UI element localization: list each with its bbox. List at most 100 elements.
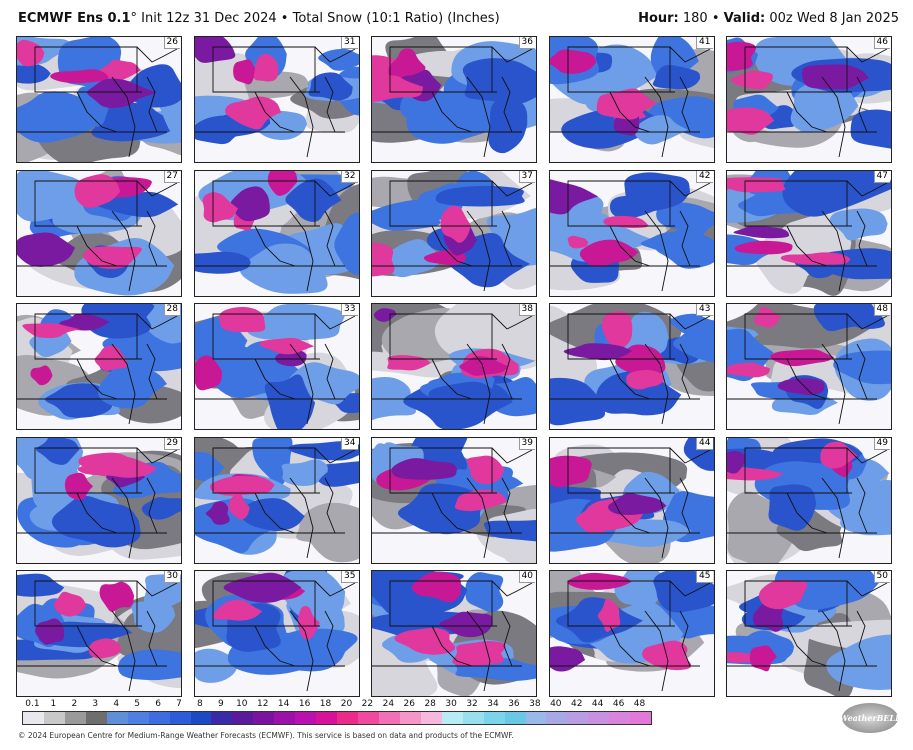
snow-contour-moderate — [81, 304, 155, 339]
member-number: 35 — [341, 571, 358, 583]
snow-contour-moderate — [555, 597, 643, 643]
colorbar-swatch — [190, 712, 212, 724]
snow-contour-heavy — [727, 41, 757, 71]
snow-contour-heavy — [780, 251, 851, 265]
state-border — [501, 210, 513, 266]
snowfall-map — [372, 571, 536, 696]
ensemble-member-map: 33 — [193, 303, 360, 430]
snow-contour-heavy — [53, 591, 87, 617]
snow-contour-heavy — [372, 242, 395, 276]
snow-contour-moderate — [244, 304, 345, 341]
state-border — [679, 477, 690, 533]
state-border — [431, 91, 473, 133]
snow-contour-moderate — [486, 207, 536, 255]
snow-contour-heavy — [373, 308, 397, 322]
snow-contour-heavy — [99, 581, 135, 612]
snowfall-map — [727, 37, 891, 158]
state-border — [136, 46, 178, 63]
state-border — [856, 343, 868, 400]
valid-value: 00z Wed 8 Jan 2025 — [769, 11, 899, 26]
member-number: 42 — [696, 170, 713, 183]
member-number: 32 — [341, 170, 358, 183]
snow-contour-moderate — [17, 573, 65, 597]
state-border — [254, 492, 295, 533]
snow-contour-heavy — [253, 54, 279, 82]
colorbar-tick: 4 — [113, 699, 120, 709]
colorbar-legend — [22, 711, 652, 725]
colorbar-tick: 8 — [197, 699, 203, 709]
colorbar-tick: 46 — [612, 699, 625, 709]
snow-contour-heavy — [87, 78, 157, 108]
state-border — [669, 313, 710, 330]
snow-contour-heavy — [579, 239, 638, 267]
member-number: 30 — [163, 571, 180, 583]
snow-contour-heavy — [549, 49, 596, 74]
state-border — [679, 210, 690, 266]
snow-contour-heavy — [549, 178, 598, 214]
hour-value: 180 — [682, 11, 708, 26]
colorbar-swatch — [609, 712, 631, 724]
state-border — [856, 210, 868, 266]
colorbar-swatch — [43, 712, 65, 724]
snow-contour-moderate — [813, 304, 878, 332]
snow-contour-heavy — [549, 455, 592, 487]
state-border — [254, 358, 295, 400]
state-border — [669, 46, 710, 63]
state-border — [254, 91, 295, 133]
colorbar-swatch — [525, 712, 547, 724]
colorbar-tick: 40 — [550, 699, 562, 709]
ensemble-member-map: 48 — [726, 303, 892, 430]
colorbar-swatch — [462, 712, 484, 724]
snow-contour-moderate — [308, 72, 353, 101]
state-border — [846, 447, 888, 464]
snow-contour-heavy — [74, 173, 121, 208]
snowfall-map — [372, 304, 536, 429]
snowfall-map — [549, 437, 714, 563]
snow-contour-heavy — [274, 350, 307, 367]
state-border — [431, 625, 473, 667]
member-number: 33 — [341, 304, 358, 316]
member-number: 29 — [163, 437, 180, 450]
snow-contour-heavy — [730, 70, 773, 90]
ensemble-member-map: 38 — [371, 303, 537, 430]
state-border — [644, 210, 668, 291]
snow-contour-moderate — [281, 571, 345, 624]
colorbar-tick: 3 — [92, 699, 99, 709]
snowfall-map — [727, 437, 891, 563]
ensemble-member-map: 31 — [193, 36, 360, 163]
state-border — [786, 492, 828, 533]
colorbar-swatch — [630, 712, 652, 724]
state-border — [324, 76, 335, 133]
colorbar-tick: 30 — [445, 699, 457, 709]
snow-contour-heavy — [267, 170, 297, 196]
snow-contour-moderate — [378, 238, 444, 277]
colorbar-swatch — [337, 712, 358, 724]
snow-contour-heavy — [459, 356, 509, 376]
state-border — [314, 180, 355, 197]
snow-contour-heavy — [727, 651, 758, 663]
snow-contour-heavy — [466, 455, 505, 484]
ensemble-member-map: 39 — [371, 436, 537, 564]
snow-contour-heavy — [35, 618, 65, 645]
state-border — [821, 477, 846, 558]
colorbar-tick: 14 — [277, 699, 290, 709]
colorbar-swatch — [420, 712, 442, 724]
degree-symbol: ° — [130, 11, 138, 26]
state-border — [491, 180, 533, 197]
snow-contour-heavy — [388, 48, 426, 82]
snow-contour-heavy — [202, 191, 238, 222]
colorbar-tick: 10 — [236, 699, 248, 709]
header: ECMWF Ens 0.1° Init 12z 31 Dec 2024 • To… — [0, 0, 913, 34]
snowfall-map — [549, 304, 714, 426]
state-border — [491, 46, 533, 63]
snowfall-map — [727, 170, 891, 296]
snow-contour-heavy — [625, 369, 664, 390]
state-border — [821, 76, 846, 158]
state-border — [609, 225, 650, 266]
snow-contour-heavy — [440, 205, 471, 243]
snow-contour-moderate — [462, 58, 536, 105]
colorbar-swatch — [127, 712, 149, 724]
state-border — [466, 477, 491, 558]
state-border — [111, 210, 136, 291]
snow-contour-moderate — [45, 383, 113, 418]
